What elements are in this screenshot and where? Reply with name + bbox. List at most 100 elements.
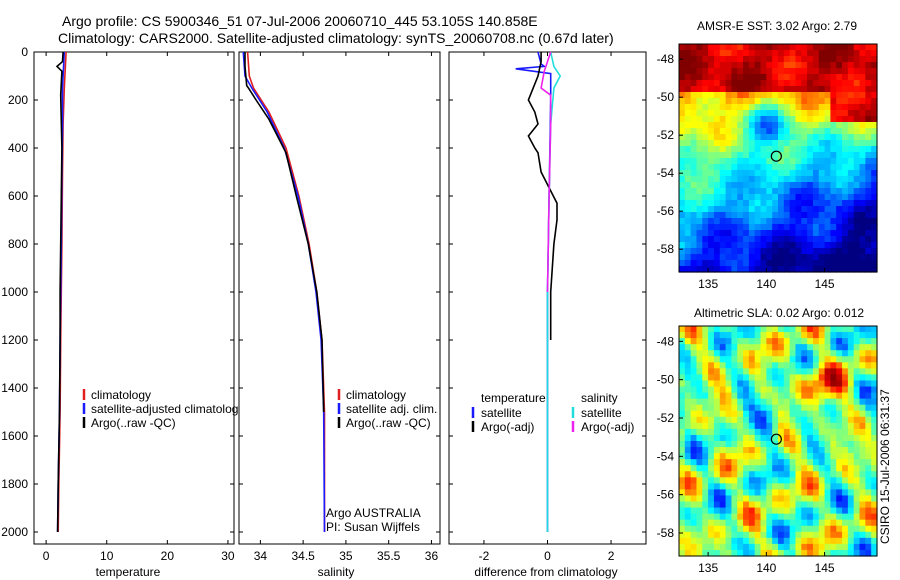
map-cell (748, 218, 756, 225)
map-cell (679, 507, 686, 515)
map-cell (737, 332, 744, 339)
map-cell (812, 248, 820, 255)
map-cell (807, 44, 814, 51)
map-cell (760, 477, 767, 484)
map-cell (760, 543, 767, 551)
map-cell (731, 392, 738, 400)
map-cell (702, 146, 709, 153)
map-cell (871, 74, 878, 81)
map-cell (743, 110, 750, 117)
map-cell (842, 525, 849, 533)
map-cell (871, 224, 878, 231)
map-cell (748, 266, 756, 273)
map-cell (801, 140, 808, 147)
map-cell (748, 495, 756, 503)
map-cell (754, 134, 762, 141)
map-cell (766, 374, 773, 382)
map-cell (871, 489, 878, 497)
map-cell (778, 44, 785, 51)
map-cell (690, 362, 698, 369)
map-cell (690, 459, 698, 466)
map-cell (812, 98, 820, 105)
map-cell (690, 152, 698, 159)
map-cell (812, 495, 820, 503)
map-cell (743, 56, 750, 63)
map-cell (737, 362, 744, 369)
map-cell (690, 453, 698, 460)
map-cell (789, 62, 797, 69)
map-cell (772, 122, 779, 129)
map-cell (801, 368, 808, 376)
map-cell (836, 188, 843, 195)
map-cell (859, 495, 866, 503)
map-cell (684, 338, 692, 345)
map-cell (795, 80, 802, 87)
map-cell (836, 230, 843, 237)
map-cell (865, 525, 872, 533)
map-cell (748, 453, 756, 460)
map-cell (830, 158, 837, 165)
map-cell (696, 356, 703, 363)
map-cell (783, 74, 791, 81)
map-cell (743, 416, 750, 424)
map-cell (690, 374, 698, 382)
map-cell (719, 152, 727, 159)
map-cell (760, 441, 767, 448)
map-cell (830, 495, 837, 503)
map-cell (818, 507, 826, 515)
map-cell (719, 242, 727, 249)
map-cell (737, 441, 744, 448)
map-cell (754, 507, 762, 515)
map-cell (830, 501, 837, 509)
map-cell (859, 513, 866, 521)
map-cell (789, 441, 797, 448)
map-cell (708, 459, 715, 466)
salinity-xtick-label: 34 (254, 549, 268, 563)
map-cell (679, 128, 686, 135)
map-cell (731, 501, 738, 509)
map-cell (702, 416, 709, 424)
map-cell (801, 50, 808, 57)
map-cell (830, 453, 837, 460)
map-cell (778, 200, 785, 207)
map-cell (772, 350, 779, 357)
map-cell (853, 326, 861, 333)
map-cell (696, 146, 703, 153)
map-cell (836, 368, 843, 376)
map-cell (743, 206, 750, 213)
map-cell (754, 519, 762, 527)
map-cell (737, 471, 744, 478)
map-cell (690, 68, 698, 75)
map-cell (725, 206, 733, 213)
map-cell (778, 519, 785, 527)
map-cell (696, 104, 703, 111)
map-cell (859, 200, 866, 207)
map-cell (778, 368, 785, 376)
map-cell (679, 218, 686, 225)
map-cell (824, 170, 832, 177)
map-cell (842, 362, 849, 369)
map-cell (731, 188, 738, 195)
map-cell (783, 434, 791, 442)
map-cell (760, 152, 767, 159)
map-cell (847, 447, 855, 454)
map-cell (754, 200, 762, 207)
map-cell (859, 434, 866, 442)
map-cell (725, 260, 733, 267)
map-cell (719, 453, 727, 460)
map-cell (842, 56, 849, 63)
map-cell (818, 326, 826, 333)
map-cell (865, 549, 872, 557)
map-cell (696, 549, 703, 557)
map-cell (830, 236, 837, 243)
map-cell (713, 404, 721, 412)
map-cell (818, 428, 826, 436)
map-cell (830, 368, 837, 376)
map-cell (725, 374, 733, 382)
map-cell (842, 62, 849, 69)
map-cell (696, 326, 703, 333)
difference-series-salinity-argo-adj- (540, 51, 552, 293)
map-cell (812, 200, 820, 207)
map-cell (807, 344, 814, 351)
map-cell (748, 525, 756, 533)
